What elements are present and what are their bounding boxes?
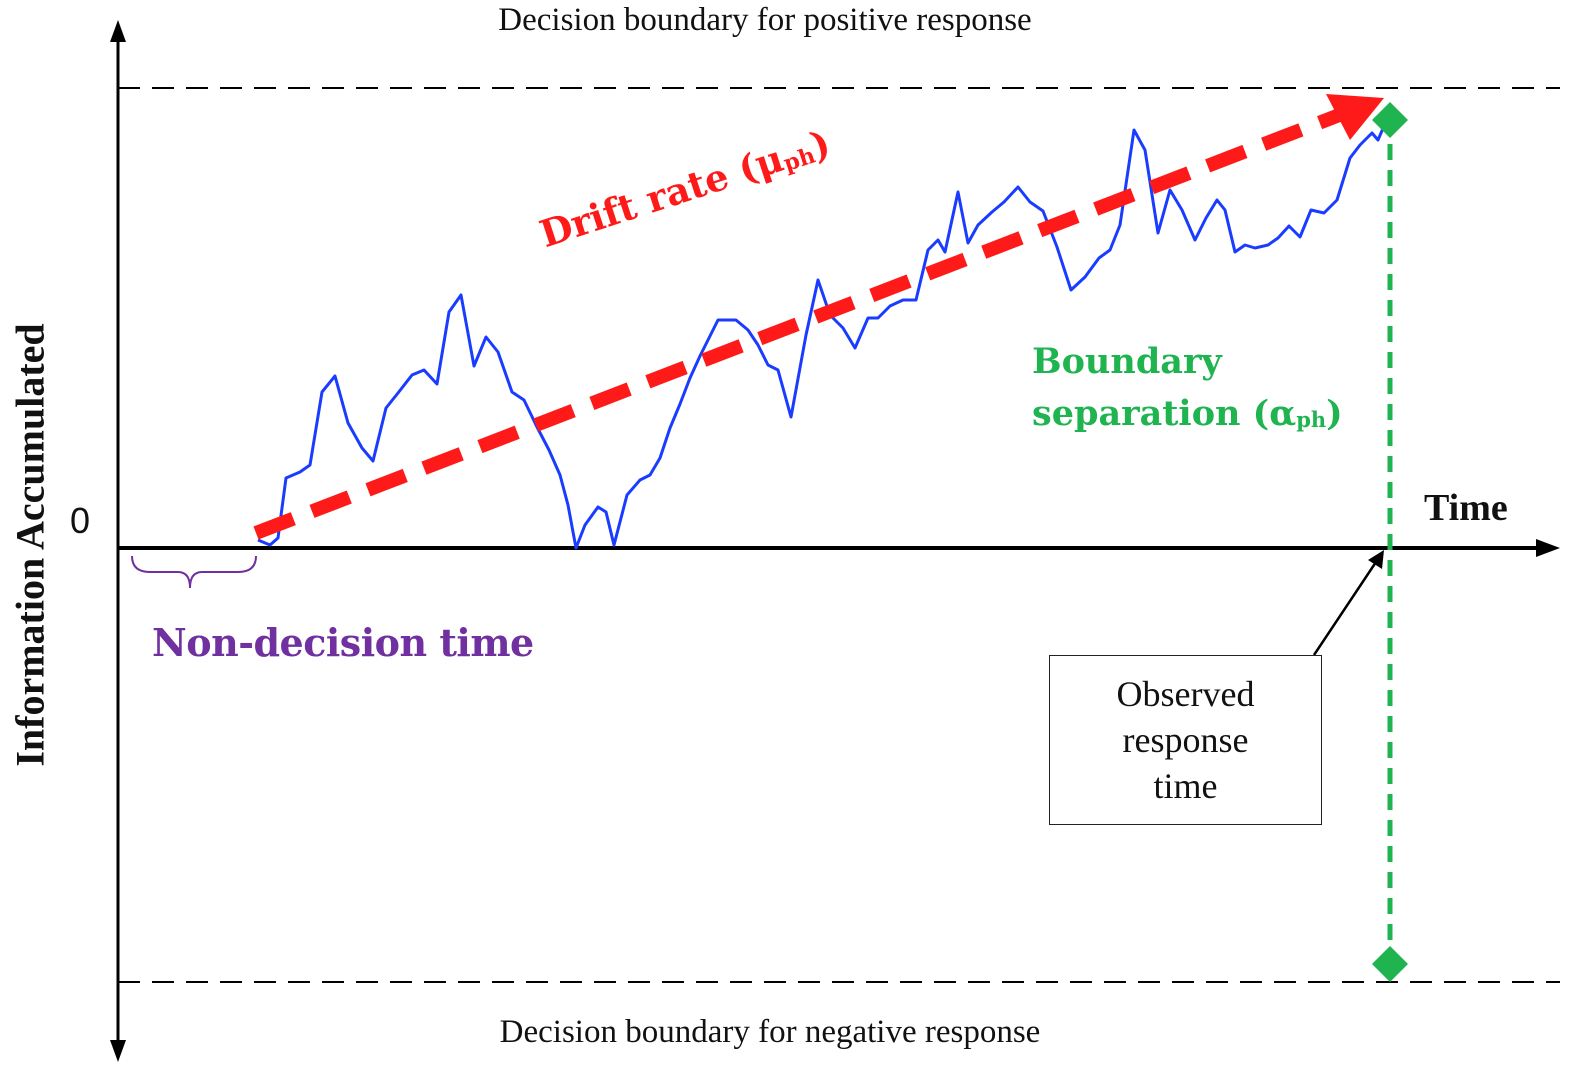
response-time-pointer	[1312, 561, 1378, 656]
upper-boundary-label: Decision boundary for positive response	[498, 2, 1032, 38]
x-axis-arrow	[1536, 539, 1560, 557]
x-axis-label: Time	[1424, 487, 1508, 529]
zero-label: 0	[70, 500, 91, 541]
boundary-separation-line2: separation (αph)	[1032, 388, 1343, 446]
y-axis-arrow-bottom	[110, 1040, 126, 1062]
observed-response-time-box: Observed response time	[1049, 655, 1322, 825]
non-decision-time-label: Non-decision time	[152, 620, 534, 665]
y-axis-label: Information Accumulated	[7, 323, 53, 767]
boundary-separation-close: )	[1326, 393, 1343, 434]
boundary-separation-text: separation (α	[1032, 393, 1297, 434]
drift-rate-arrowhead	[1326, 94, 1384, 140]
response-time-pointer-head	[1368, 550, 1384, 569]
drift-rate-arrow	[253, 107, 1345, 540]
boundary-separation-label: Boundary separation (αph)	[1032, 336, 1343, 446]
boundary-separation-line1: Boundary	[1032, 341, 1222, 382]
boundary-separation-marker-top	[1372, 102, 1408, 138]
y-axis-arrow-top	[110, 20, 126, 42]
observed-response-time-label: Observed response time	[1116, 674, 1255, 806]
evidence-random-walk	[257, 111, 1392, 550]
lower-boundary-label: Decision boundary for negative response	[499, 1014, 1041, 1050]
non-decision-brace	[131, 555, 257, 589]
boundary-separation-subscript: ph	[1296, 407, 1327, 433]
boundary-separation-marker-bottom	[1372, 946, 1408, 982]
